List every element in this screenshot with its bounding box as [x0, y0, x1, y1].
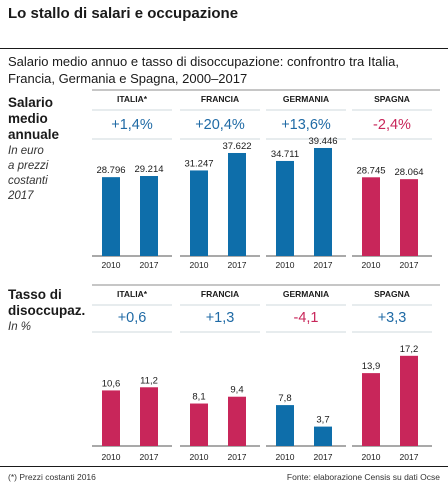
change-label: +0,6: [118, 310, 147, 326]
source-note: Fonte: elaborazione Censis su dati Ocse: [286, 472, 440, 482]
data-label: 10,6: [102, 378, 121, 389]
change-label: -4,1: [294, 310, 319, 326]
x-tick-label: 2010: [102, 452, 121, 462]
bar: [276, 405, 294, 446]
x-tick-label: 2010: [276, 260, 295, 270]
bar: [400, 179, 418, 256]
x-tick-label: 2010: [190, 260, 209, 270]
x-tick-label: 2017: [228, 260, 247, 270]
data-label: 9,4: [230, 385, 243, 396]
bar: [102, 177, 120, 256]
group-header: ITALIA*: [117, 289, 148, 299]
bar: [400, 355, 418, 446]
x-tick-label: 2010: [362, 260, 381, 270]
bar: [362, 373, 380, 446]
bar: [276, 160, 294, 256]
change-label: +20,4%: [195, 117, 245, 133]
salary-unit-note: In euro a prezzi costanti 2017: [8, 145, 49, 202]
bar: [102, 390, 120, 446]
group-header: GERMANIA: [283, 94, 329, 104]
x-tick-label: 2017: [314, 260, 333, 270]
data-label: 11,2: [140, 375, 158, 386]
change-label: +13,6%: [281, 117, 331, 133]
unemployment-unit-note: In %: [8, 321, 32, 333]
bar: [314, 147, 332, 256]
bar: [314, 426, 332, 446]
bar: [362, 177, 380, 256]
bottom-divider: [0, 466, 448, 467]
unemployment-section-label: Tasso di disoccupaz.: [8, 287, 86, 318]
data-label: 28.745: [356, 165, 385, 176]
x-tick-label: 2010: [190, 452, 209, 462]
group-header: SPAGNA: [374, 289, 410, 299]
salary-section-label: Salario medio annuale: [8, 95, 60, 142]
change-label: +1,3: [206, 310, 235, 326]
data-label: 29.214: [134, 164, 163, 175]
chart-title: Lo stallo di salari e occupazione: [8, 5, 239, 22]
change-label: -2,4%: [373, 117, 411, 133]
group-header: FRANCIA: [201, 289, 239, 299]
group-header: GERMANIA: [283, 289, 329, 299]
bar: [140, 176, 158, 256]
data-label: 3,7: [316, 415, 329, 426]
data-label: 28.064: [394, 167, 423, 178]
bar: [190, 170, 208, 256]
x-tick-label: 2010: [276, 452, 295, 462]
data-label: 8,1: [192, 392, 205, 403]
bar: [228, 152, 246, 256]
group-header: FRANCIA: [201, 94, 239, 104]
group-header: ITALIA*: [117, 94, 148, 104]
data-label: 7,8: [278, 393, 291, 404]
x-tick-label: 2010: [362, 452, 381, 462]
x-tick-label: 2017: [400, 260, 419, 270]
chart-subtitle: Salario medio annuo e tasso di disoccupa…: [8, 54, 399, 86]
group-header: SPAGNA: [374, 94, 410, 104]
data-label: 17,2: [400, 344, 419, 355]
x-tick-label: 2017: [140, 452, 159, 462]
data-label: 39.446: [308, 136, 337, 147]
bar: [190, 403, 208, 446]
x-tick-label: 2017: [314, 452, 333, 462]
data-label: 31.247: [184, 158, 213, 169]
footnote: (*) Prezzi costanti 2016: [8, 472, 96, 482]
x-tick-label: 2010: [102, 260, 121, 270]
top-divider: [0, 48, 448, 49]
x-tick-label: 2017: [228, 452, 247, 462]
x-tick-label: 2017: [140, 260, 159, 270]
bar: [140, 387, 158, 446]
bar: [228, 396, 246, 446]
data-label: 28.796: [96, 165, 125, 176]
data-label: 34.711: [271, 149, 299, 160]
change-label: +1,4%: [111, 117, 153, 133]
data-label: 37.622: [222, 141, 251, 152]
data-label: 13,9: [362, 361, 381, 372]
x-tick-label: 2017: [400, 452, 419, 462]
change-label: +3,3: [378, 310, 407, 326]
